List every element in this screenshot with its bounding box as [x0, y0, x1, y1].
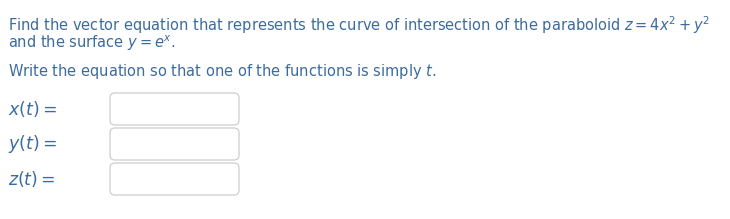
FancyBboxPatch shape — [110, 93, 239, 125]
Text: $z(t) =$: $z(t) =$ — [8, 169, 55, 189]
Text: Find the vector equation that represents the curve of intersection of the parabo: Find the vector equation that represents… — [8, 14, 710, 36]
FancyBboxPatch shape — [110, 163, 239, 195]
FancyBboxPatch shape — [110, 128, 239, 160]
Text: and the surface $y = e^x$.: and the surface $y = e^x$. — [8, 33, 175, 53]
Text: $y(t) =$: $y(t) =$ — [8, 133, 57, 155]
Text: $x(t) =$: $x(t) =$ — [8, 99, 57, 119]
Text: Write the equation so that one of the functions is simply $t$.: Write the equation so that one of the fu… — [8, 62, 437, 81]
